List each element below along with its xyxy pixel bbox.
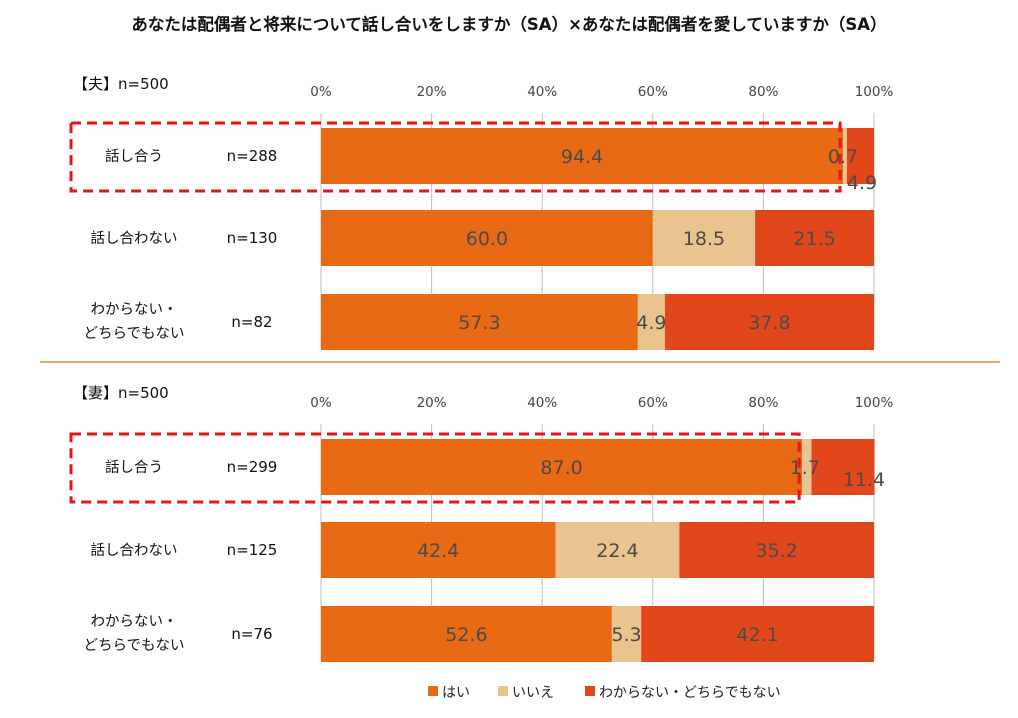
category-label: 話し合わない [91, 230, 178, 247]
sample-size-label: n=76 [231, 625, 272, 643]
data-label: 18.5 [683, 228, 725, 250]
bar-segment-unknown [755, 210, 874, 266]
x-tick-label: 100% [855, 84, 894, 100]
bar-segment-yes [321, 128, 844, 184]
x-tick-label: 100% [855, 395, 894, 411]
bar-segment-unknown [846, 128, 874, 184]
x-tick-label: 60% [638, 395, 668, 411]
legend-swatch-no [498, 686, 508, 696]
x-tick-label: 0% [310, 395, 332, 411]
data-label: 5.3 [611, 624, 641, 646]
bar-segment-yes [321, 294, 638, 350]
bar-segment-yes [321, 210, 653, 266]
bar-segment-yes [321, 606, 612, 662]
x-tick-label: 40% [527, 84, 557, 100]
data-label: 94.4 [561, 146, 603, 168]
category-label: 話し合う [105, 459, 163, 476]
data-label: 57.3 [458, 312, 500, 334]
data-label: 22.4 [596, 540, 638, 562]
data-label: 35.2 [756, 540, 798, 562]
data-label: 37.8 [748, 312, 790, 334]
panel-label: 【夫】n=500 [73, 75, 169, 93]
bar-segment-no [611, 606, 642, 662]
bar-segment-no [652, 210, 756, 266]
sample-size-label: n=288 [227, 147, 278, 165]
bar-segment-no [843, 128, 847, 184]
data-label: 42.1 [736, 624, 778, 646]
highlight-box [69, 432, 801, 504]
highlight-box [69, 121, 842, 193]
bar-segment-unknown [664, 294, 874, 350]
x-tick-label: 80% [748, 395, 778, 411]
data-label: 87.0 [540, 457, 582, 479]
category-label: どちらでもない [83, 637, 184, 654]
category-label: どちらでもない [83, 325, 184, 342]
x-tick-label: 20% [417, 84, 447, 100]
legend-swatch-yes [428, 686, 438, 696]
chart-title: あなたは配偶者と将来について話し合いをしますか（SA）×あなたは配偶者を愛してい… [131, 14, 886, 34]
sample-size-label: n=125 [227, 541, 278, 559]
legend-label: わからない・どちらでもない [599, 685, 781, 701]
bar-segment-no [555, 522, 680, 578]
sample-size-label: n=130 [227, 229, 278, 247]
category-label: 話し合う [105, 148, 163, 165]
sample-size-label: n=82 [231, 313, 272, 331]
x-tick-label: 80% [748, 84, 778, 100]
category-label: わからない・ [91, 301, 178, 318]
bar-segment-unknown [641, 606, 874, 662]
bar-segment-unknown [679, 522, 874, 578]
panel-label: 【妻】n=500 [73, 384, 169, 402]
data-label: 1.7 [790, 457, 820, 479]
sample-size-label: n=299 [227, 458, 278, 476]
data-label: 21.5 [793, 228, 835, 250]
bar-segment-no [802, 439, 812, 495]
x-tick-label: 60% [638, 84, 668, 100]
x-tick-label: 40% [527, 395, 557, 411]
data-label: 42.4 [417, 540, 459, 562]
data-label: 11.4 [843, 469, 885, 491]
bar-segment-yes [321, 522, 556, 578]
legend-label: はい [442, 685, 470, 701]
category-label: わからない・ [91, 613, 178, 630]
data-label: 4.9 [636, 312, 666, 334]
panel-1: 【夫】n=500 0% 20% 40% 60% 80% 100% 話し合う n=288 94.4 0… [69, 75, 894, 350]
data-label: 0.7 [828, 146, 858, 168]
panel-2: 【妻】n=500 0% 20% 40% 60% 80% 100% 話し合う n=299 87.0 1… [69, 384, 894, 662]
bar-segment-yes [321, 439, 803, 495]
data-label: 4.9 [847, 172, 877, 194]
legend-label: いいえ [512, 685, 554, 701]
bar-segment-no [637, 294, 665, 350]
legend-swatch-unknown [585, 686, 595, 696]
bar-segment-unknown [811, 439, 875, 495]
x-tick-label: 0% [310, 84, 332, 100]
x-tick-label: 20% [417, 395, 447, 411]
data-label: 52.6 [445, 624, 487, 646]
category-label: 話し合わない [91, 542, 178, 559]
data-label: 60.0 [466, 228, 508, 250]
legend: はい いいえ わからない・どちらでもない [428, 685, 781, 701]
